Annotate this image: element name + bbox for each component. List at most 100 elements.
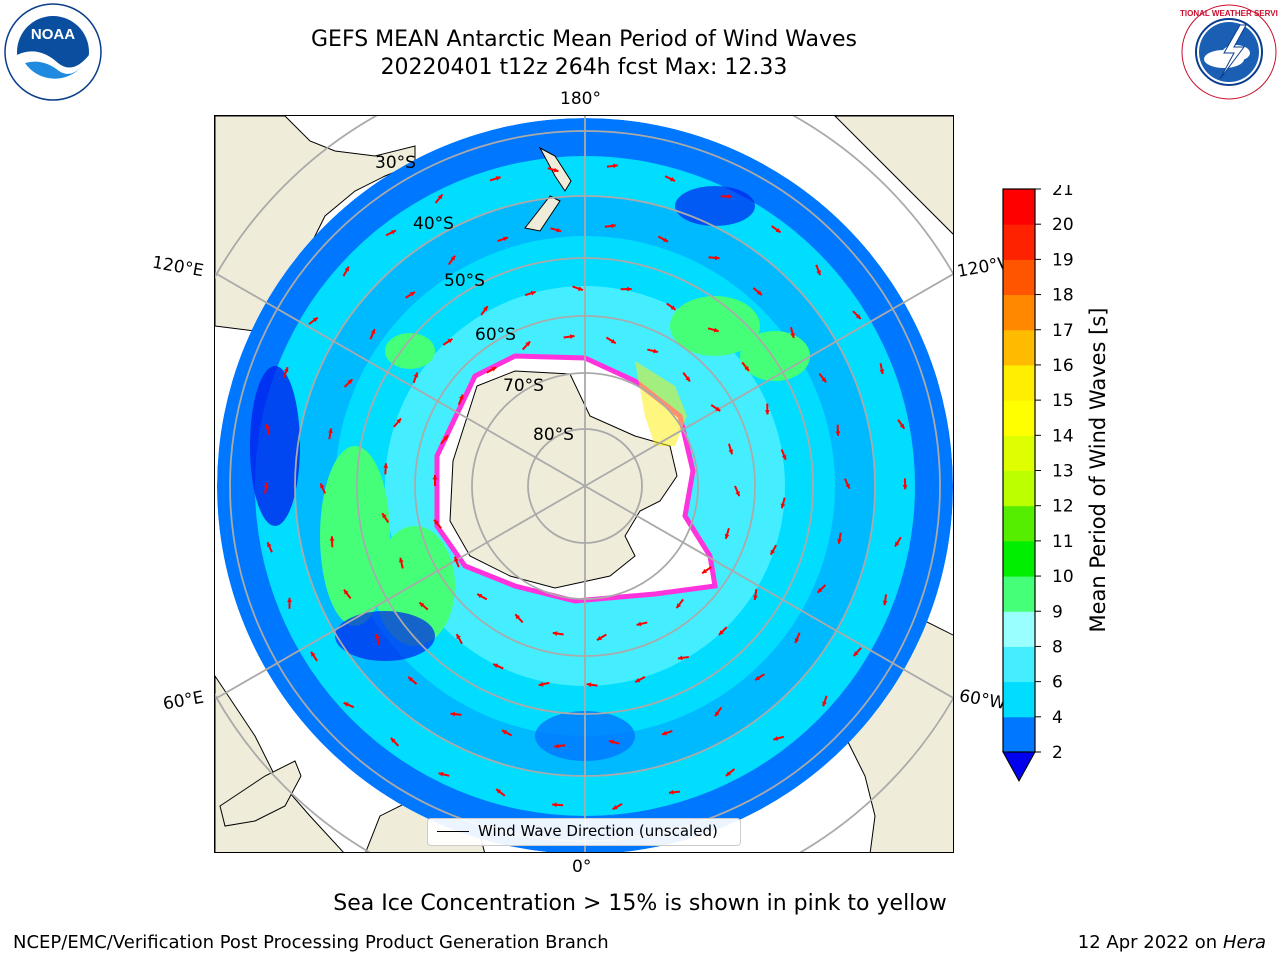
wind-arrow-head: [610, 338, 616, 344]
wind-arrow-head: [409, 291, 415, 297]
wind-arrow-head: [670, 176, 676, 182]
colorbar-bin: [1003, 294, 1035, 331]
wind-arrow-head: [586, 682, 592, 688]
wind-arrow-head: [569, 334, 575, 339]
colorbar-label: Mean Period of Wind Waves [s]: [1086, 307, 1110, 633]
wind-arrow-head: [434, 519, 439, 525]
colorbar-bin: [1003, 435, 1035, 471]
wind-arrow-head: [398, 557, 404, 563]
footer-date-text: 12 Apr 2022 on: [1077, 932, 1223, 953]
lon-label-180: 180°: [560, 89, 601, 109]
wind-arrow-head: [491, 367, 497, 372]
wind-arrow-head: [530, 290, 536, 296]
wind-arrow-head: [343, 702, 349, 707]
footer-producer: NCEP/EMC/Verification Post Processing Pr…: [13, 932, 609, 953]
wind-arrow-head: [320, 483, 325, 489]
colorbar-bin: [1003, 505, 1035, 542]
lat-label-80s: 80°S: [533, 425, 574, 445]
wind-arrow-head: [477, 593, 483, 599]
wind-arrow-head: [383, 463, 389, 468]
wind-arrow-head: [538, 681, 544, 687]
wind-arrow-head: [329, 536, 335, 541]
wind-arrow-head: [515, 614, 520, 620]
wind-arrow-head: [676, 603, 682, 609]
wind-arrow-head: [552, 802, 557, 808]
wind-arrow-head: [312, 317, 318, 323]
colorbar-tick-label: 15: [1052, 391, 1074, 411]
lat-label-50s: 50°S: [444, 271, 485, 291]
wind-arrow-head: [443, 435, 449, 441]
wind-arrow-head: [685, 376, 690, 382]
wind-arrow-head: [611, 223, 616, 229]
wind-arrow-head: [879, 369, 885, 375]
colorbar-bin: [1003, 716, 1035, 753]
wind-arrow-head: [735, 491, 740, 497]
wind-arrow-head: [627, 286, 632, 292]
wind-arrow-head: [347, 379, 353, 385]
wind-arrow-head: [677, 655, 683, 661]
lat-label-70s: 70°S: [503, 376, 544, 396]
wind-arrow-head: [344, 266, 349, 272]
wind-arrow-head: [456, 634, 461, 640]
colorbar-bin: [1003, 259, 1035, 296]
wind-arrow-head: [770, 549, 776, 555]
colorbar-tick-label: 4: [1052, 708, 1063, 728]
colorbar-tick-label: 11: [1052, 532, 1074, 552]
wind-arrow-head: [390, 230, 396, 235]
colorbar-tick-label: 18: [1052, 286, 1074, 306]
wind-arrow-head: [287, 597, 292, 603]
colorbar-bin: [1003, 189, 1035, 225]
colorbar-tick-label: 8: [1052, 637, 1063, 657]
wind-wave-direction-arrows: [263, 163, 908, 811]
nws-text: NATIONAL WEATHER SERVICE: [1180, 9, 1278, 18]
wind-arrow-head: [525, 341, 531, 347]
lon-label-0: 0°: [572, 857, 592, 877]
wind-arrow-head: [780, 503, 786, 509]
lat-label-30s: 30°S: [375, 153, 416, 173]
wind-arrow-head: [328, 428, 333, 434]
wind-arrow-head: [483, 306, 488, 312]
footer-date: 12 Apr 2022 on Hera: [1078, 932, 1266, 954]
legend-line-swatch: [437, 831, 469, 832]
noaa-text: NOAA: [31, 26, 75, 43]
colorbar-bin: [1003, 646, 1035, 683]
wind-arrow-head: [724, 533, 730, 539]
colorbar-tick-label: 20: [1052, 215, 1074, 235]
wind-arrow-head: [390, 737, 396, 743]
wind-arrow-head: [727, 194, 732, 199]
wind-arrow-head: [845, 483, 850, 489]
wind-arrow-head: [596, 635, 602, 641]
wind-arrow-head: [902, 484, 908, 490]
wind-arrow-head: [382, 513, 387, 519]
wind-arrow-head: [501, 730, 507, 735]
wind-arrow-head: [773, 736, 779, 741]
wind-arrow-head: [728, 449, 734, 455]
wind-arrow-head: [882, 600, 888, 606]
colorbar-bin: [1003, 470, 1035, 507]
wind-arrow-head: [343, 589, 349, 595]
wind-arrow-head: [714, 255, 720, 261]
wind-arrow-head: [263, 482, 269, 488]
wind-arrow-head: [608, 739, 614, 745]
wind-arrow-head: [496, 789, 502, 794]
polar-map: [215, 116, 953, 852]
wind-arrow-head: [661, 730, 667, 736]
colorbar-tick-label: 19: [1052, 250, 1074, 270]
noaa-logo: NOAA: [4, 3, 102, 101]
legend-label: Wind Wave Direction (unscaled): [478, 822, 718, 840]
colorbar-bin: [1003, 400, 1035, 436]
wind-arrow-head: [713, 327, 719, 333]
wind-arrow-head: [855, 314, 861, 319]
colorbar-tick-label: 6: [1052, 673, 1063, 693]
lat-label-60s: 60°S: [475, 325, 516, 345]
colorbar-tick-label: 16: [1052, 356, 1074, 376]
wind-arrow-head: [311, 651, 316, 657]
wind-arrow-head: [437, 194, 443, 200]
footer-host: Hera: [1222, 932, 1266, 953]
wind-arrow-head: [668, 789, 674, 795]
colorbar-under-extension: [1002, 751, 1036, 783]
wind-arrow-head: [715, 406, 721, 412]
wind-arrow-head: [794, 637, 800, 643]
colorbar-bin: [1003, 329, 1035, 366]
colorbar-tick-label: 12: [1052, 497, 1074, 517]
